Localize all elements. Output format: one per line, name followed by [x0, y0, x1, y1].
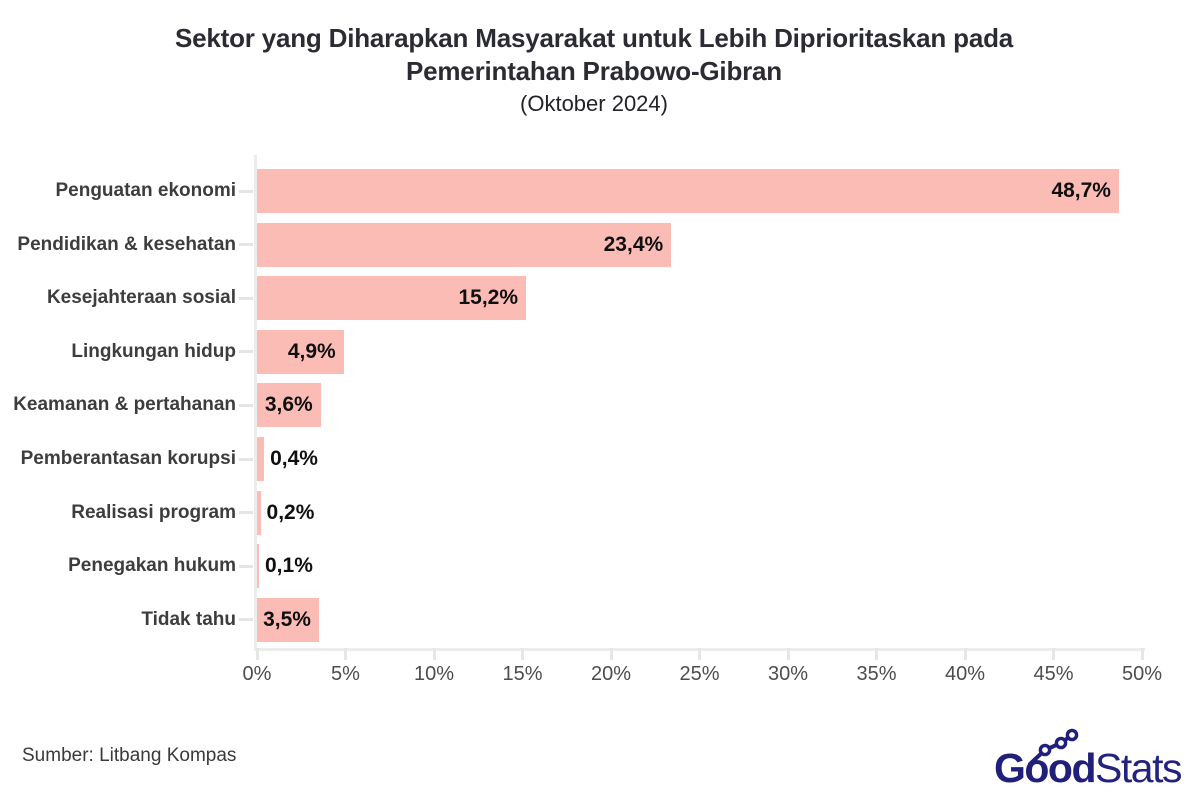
category-label: Pendidikan & kesehatan [17, 233, 236, 255]
bar [257, 490, 261, 535]
category-tick [239, 564, 253, 568]
chart-title-line1: Sektor yang Diharapkan Masyarakat untuk … [174, 23, 1014, 53]
x-axis-tick [875, 648, 878, 660]
category-tick [239, 350, 253, 354]
category-tick [239, 189, 253, 193]
bar-value-label: 48,7% [1051, 179, 1111, 202]
category-tick [239, 403, 253, 407]
x-axis-tick-label: 30% [767, 663, 809, 685]
category-tick [239, 296, 253, 300]
bar-value-label: 4,9% [287, 339, 336, 363]
bar-value-label: 23,4% [603, 232, 664, 256]
x-axis-tick-label: 50% [1121, 663, 1163, 685]
bar-value-label: 0,1% [265, 554, 313, 578]
x-axis-tick-label: 35% [856, 663, 897, 685]
category-tick [239, 457, 253, 461]
category-label: Lingkungan hidup [71, 340, 236, 362]
x-axis-tick [963, 648, 967, 660]
chart-subtitle: (Oktober 2024) [520, 91, 668, 116]
category-label: Kesejahteraan sosial [46, 287, 236, 309]
goodstats-logo: GoodStats [992, 727, 1182, 793]
x-axis-tick [698, 648, 701, 660]
category-label: Penguatan ekonomi [55, 180, 236, 201]
bar-value-label: 15,2% [458, 286, 519, 310]
bar [257, 222, 672, 267]
x-axis-tick [344, 648, 347, 660]
x-axis-tick-label: 40% [944, 663, 986, 685]
x-axis-tick-label: 10% [413, 663, 455, 685]
x-axis-tick-label: 15% [502, 663, 543, 685]
bar-value-label: 3,6% [264, 393, 313, 417]
x-axis-tick [786, 648, 790, 660]
x-axis-tick [1140, 648, 1144, 660]
category-tick [239, 618, 253, 622]
bar-value-label: 0,4% [270, 447, 318, 470]
x-axis-tick-label: 45% [1033, 663, 1074, 685]
chart-title-line2: Pemerintahan Prabowo-Gibran [405, 56, 782, 86]
bar [257, 383, 321, 428]
category-label: Keamanan & pertahanan [13, 394, 236, 416]
x-axis-tick [255, 648, 259, 660]
x-axis-tick-label: 0% [242, 663, 272, 685]
bar [257, 437, 265, 481]
category-tick [239, 511, 253, 515]
bar-value-label: 0,2% [266, 500, 315, 524]
y-axis-line [254, 155, 257, 648]
x-axis-tick [1052, 648, 1055, 660]
category-label: Realisasi program [71, 501, 236, 523]
source-note: Sumber: Litbang Kompas [22, 745, 237, 766]
x-axis-tick [432, 648, 436, 660]
category-tick [239, 243, 253, 247]
category-label: Penegakan hukum [68, 555, 236, 577]
logo-trendline-icon [1028, 728, 1079, 766]
logo-wordmark: GoodStats [994, 745, 1182, 791]
logo-wordmark-good: Good [994, 745, 1097, 791]
x-axis-tick-label: 5% [331, 663, 360, 685]
bar [257, 544, 259, 589]
bar [257, 276, 527, 321]
bar [257, 169, 1119, 213]
x-axis-tick-label: 20% [590, 663, 632, 685]
chart-title: Sektor yang Diharapkan Masyarakat untuk … [0, 22, 1188, 88]
category-label: Pemberantasan korupsi [20, 448, 236, 469]
bar [257, 329, 344, 374]
logo-wordmark-stats: Stats [1095, 745, 1182, 791]
category-label: Tidak tahu [141, 608, 236, 630]
x-axis-tick-label: 25% [679, 663, 720, 685]
bar-value-label: 3,5% [263, 607, 311, 631]
x-axis-tick [521, 648, 524, 660]
bar [257, 597, 319, 642]
x-axis-tick [609, 648, 613, 660]
